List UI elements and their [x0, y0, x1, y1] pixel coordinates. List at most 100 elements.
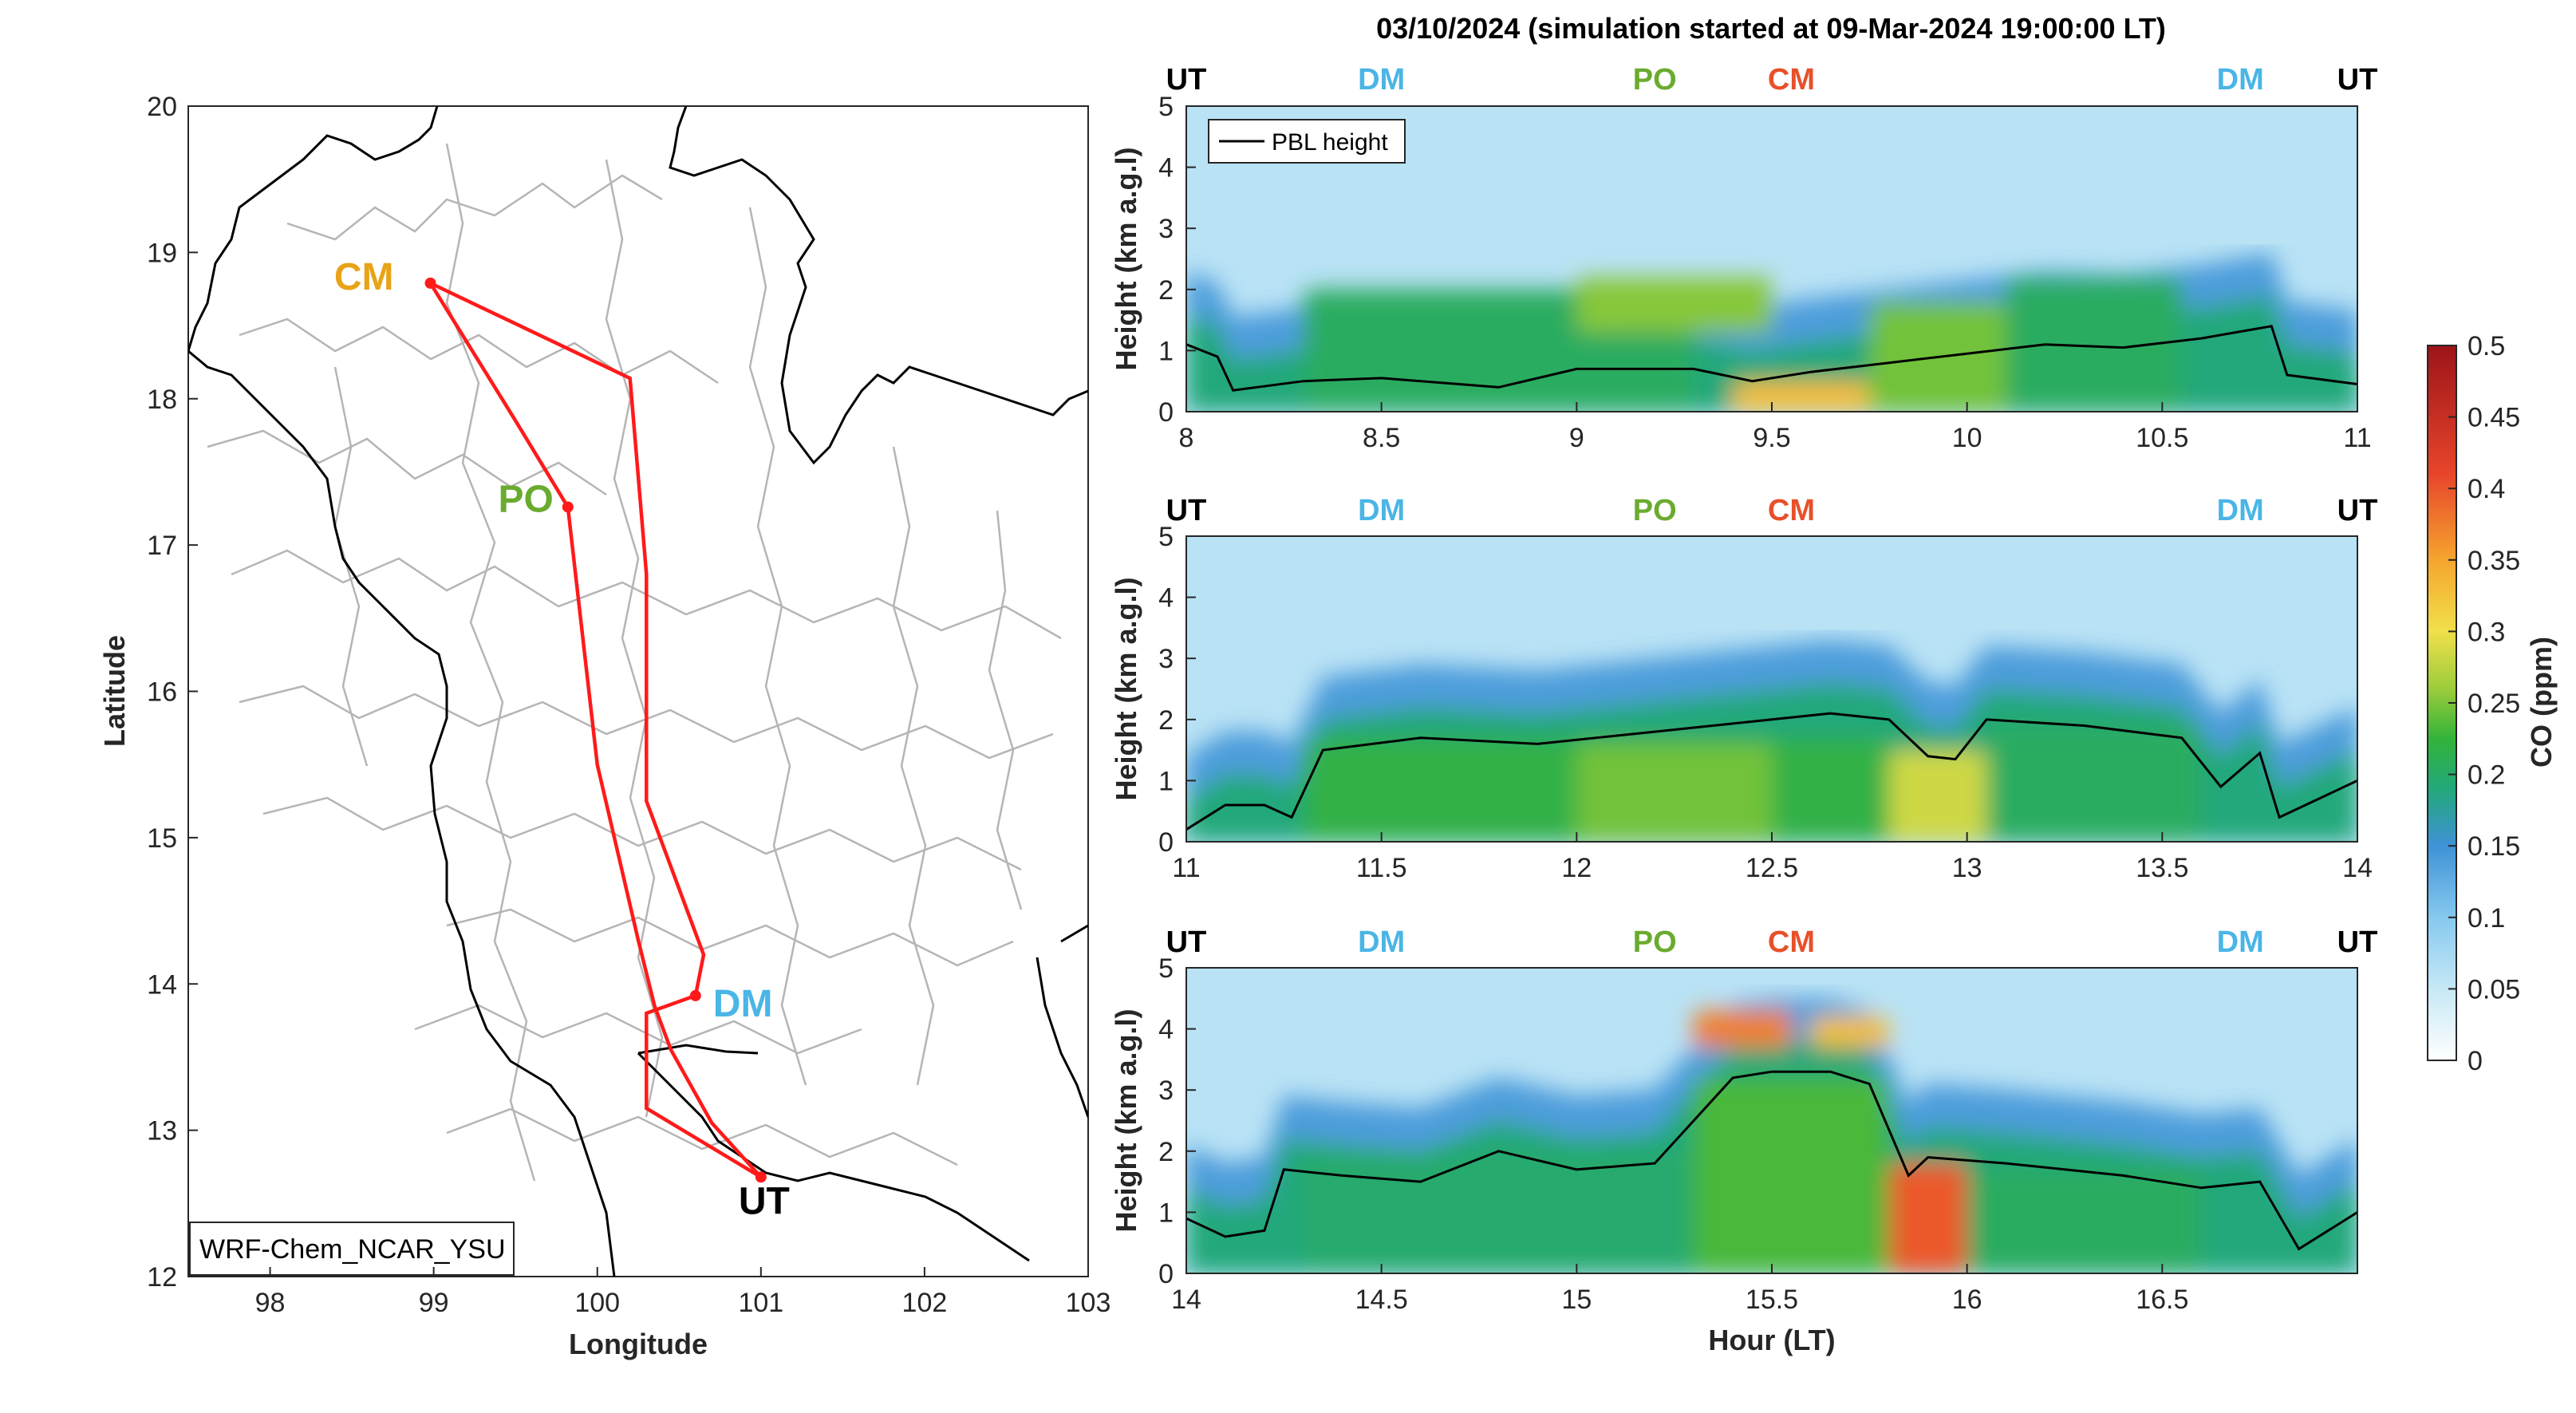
route-line	[429, 281, 706, 997]
heatmap-xtick-label: 13	[1952, 853, 1982, 883]
route-lines	[428, 281, 763, 1179]
model-label: WRF-Chem_NCAR_YSU	[199, 1234, 506, 1265]
heatmap-panel-3: 14 14.5 15 15.5 16 16.5 0 1 2 3 4 5 Height (km a.g.l…	[1110, 926, 2377, 1315]
heatmap-xtick-label: 10	[1952, 423, 1982, 453]
heatmap-xtick-label: 12	[1561, 853, 1592, 883]
map-ytick-label: 12	[147, 1262, 177, 1293]
site-marker-label: UT	[1166, 494, 1207, 527]
map-panel: CM PO DM UT WRF-Chem_NCAR_YSU 98 99 100 101 102…	[98, 92, 1110, 1360]
site-label: CM	[334, 256, 394, 298]
map-ytick-label: 14	[147, 969, 177, 1000]
heatmap-xtick-label: 11	[2343, 423, 2371, 453]
heatmap-xtick-label: 16	[1952, 1285, 1982, 1315]
colorbar-tick-label: 0.35	[2468, 546, 2520, 576]
figure-title: 03/10/2024 (simulation started at 09-Mar…	[1376, 12, 2166, 45]
site-point	[424, 277, 436, 289]
heatmap-ytick-label: 1	[1158, 1198, 1174, 1228]
site-marker-label: UT	[2337, 926, 2378, 959]
colorbar-tick-label: 0.5	[2468, 331, 2505, 361]
co-blob	[1303, 1151, 1694, 1273]
co-blob	[1888, 1163, 1967, 1273]
site-marker-label: PO	[1633, 926, 1677, 959]
co-blob	[1986, 725, 2202, 842]
site-label: PO	[498, 478, 553, 520]
site-point	[755, 1171, 767, 1183]
heatmap-ytick-label: 1	[1158, 766, 1174, 796]
site-label: DM	[713, 983, 773, 1025]
co-blob	[1576, 277, 1772, 333]
site-label: UT	[739, 1180, 790, 1222]
heatmap-xtick-label: 16.5	[2136, 1285, 2188, 1315]
map-xtick-label: 99	[419, 1288, 449, 1318]
map-ytick-label: 13	[147, 1116, 177, 1147]
heatmap-ytick-label: 0	[1158, 397, 1174, 428]
co-blob	[1694, 1077, 1889, 1273]
pbl-line	[1186, 325, 2357, 392]
map-ytick-label: 20	[147, 92, 177, 122]
co-blob	[1733, 381, 1870, 412]
site-marker-label: PO	[1633, 494, 1677, 527]
colorbar-tick-label: 0.4	[2468, 474, 2505, 504]
map-ticks: 98 99 100 101 102 103 12 13 14 15 16 17 18 19 20	[147, 92, 1110, 1318]
heatmap-xtick-label: 15.5	[1746, 1285, 1798, 1315]
site-marker-label: DM	[2217, 494, 2264, 527]
heatmap-xlabel: Hour (LT)	[1708, 1324, 1835, 1356]
co-blob	[1967, 1169, 2202, 1273]
heatmap-ytick-label: 3	[1158, 214, 1174, 244]
site-marker-label: CM	[1768, 63, 1815, 97]
heatmap-plot-area	[1186, 968, 2357, 1273]
pbl-line	[1186, 712, 2357, 831]
site-marker-label: UT	[2337, 494, 2378, 527]
map-ytick-label: 16	[147, 677, 177, 708]
map-ytick-label: 15	[147, 823, 177, 854]
site-point	[689, 989, 701, 1001]
site-marker-label: CM	[1768, 926, 1815, 959]
site-marker-label: DM	[1358, 926, 1405, 959]
heatmap-xtick-label: 11	[1172, 853, 1200, 883]
heatmap-ytick-label: 3	[1158, 644, 1174, 674]
map-xtick-label: 100	[574, 1288, 620, 1318]
colorbar-ticks: 0 0.05 0.1 0.15 0.2 0.25 0.3 0.35 0.4 0.45 0.5	[2448, 331, 2520, 1076]
map-ytick-label: 19	[147, 238, 177, 268]
map-xtick-label: 101	[738, 1288, 783, 1318]
colorbar-tick-label: 0.05	[2468, 974, 2520, 1004]
heatmap-xtick-label: 14.5	[1355, 1285, 1408, 1315]
colorbar: 0 0.05 0.1 0.15 0.2 0.25 0.3 0.35 0.4 0.45 0.5 CO …	[2427, 331, 2558, 1076]
map-xtick-label: 102	[902, 1288, 948, 1318]
heatmap-ytick-label: 3	[1158, 1076, 1174, 1106]
colorbar-tick-label: 0.45	[2468, 403, 2520, 433]
route-line	[645, 993, 762, 1179]
pbl-legend-label: PBL height	[1272, 129, 1388, 156]
heatmap-ytick-label: 4	[1158, 153, 1174, 184]
site-marker-label: UT	[1166, 63, 1207, 97]
pbl-legend: PBL height	[1208, 119, 1406, 164]
heatmap-xtick-label: 10.5	[2136, 423, 2188, 453]
heatmap-ytick-label: 5	[1158, 953, 1174, 984]
heatmap-ytick-label: 2	[1158, 705, 1174, 736]
site-marker-label: PO	[1633, 63, 1677, 97]
heatmap-ytick-label: 4	[1158, 1015, 1174, 1045]
heatmap-ytick-label: 0	[1158, 827, 1174, 858]
site-marker-label: DM	[2217, 926, 2264, 959]
colorbar-tick-label: 0.3	[2468, 617, 2505, 647]
heatmap-xtick-label: 9.5	[1753, 423, 1790, 453]
map-xtick-label: 98	[255, 1288, 286, 1318]
heatmap-ylabel: Height (km a.g.l)	[1110, 1008, 1142, 1232]
heatmap-xtick-label: 8.5	[1363, 423, 1400, 453]
colorbar-tick-label: 0.1	[2468, 903, 2505, 933]
heatmap-field	[1186, 640, 2357, 842]
heatmap-xtick-label: 9	[1569, 423, 1584, 453]
heatmap-ytick-label: 0	[1158, 1259, 1174, 1289]
co-blob	[2006, 277, 2182, 412]
heatmap-field	[1186, 998, 2357, 1273]
heatmap-ytick-label: 5	[1158, 522, 1174, 552]
model-label-box	[189, 1222, 515, 1276]
heatmap-xtick-label: 13.5	[2136, 853, 2188, 883]
colorbar-tick-label: 0	[2468, 1046, 2483, 1076]
map-ylabel: Latitude	[98, 635, 131, 747]
heatmap-ylabel: Height (km a.g.l)	[1110, 577, 1142, 800]
map-ytick-label: 18	[147, 385, 177, 415]
heatmap-xtick-label: 15	[1561, 1285, 1592, 1315]
heatmap-xtick-label: 12.5	[1746, 853, 1798, 883]
